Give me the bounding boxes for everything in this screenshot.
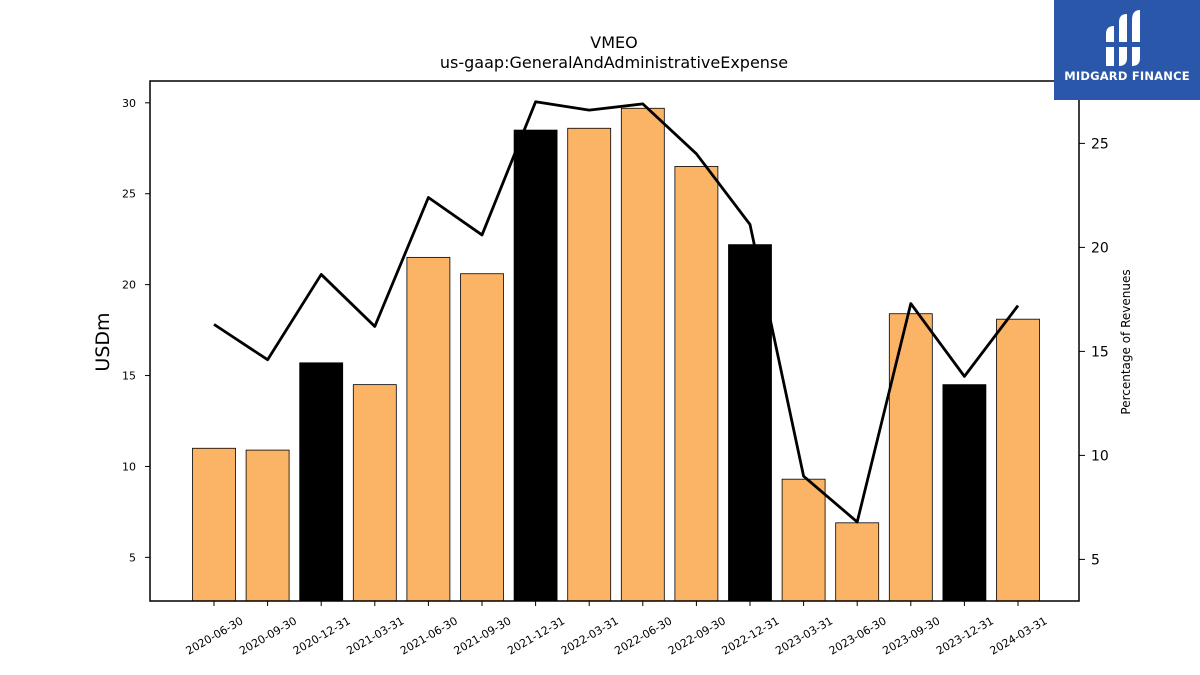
bar xyxy=(192,447,236,602)
bar xyxy=(674,166,719,602)
brand-name: MIDGARD FINANCE xyxy=(1064,69,1190,83)
x-tick-label: 2023-09-30 xyxy=(880,614,942,657)
chart-subtitle: us-gaap:GeneralAndAdministrativeExpense xyxy=(440,53,788,72)
x-tick-label: 2022-12-31 xyxy=(720,614,782,657)
brand-logo: MIDGARD FINANCE xyxy=(1054,0,1200,100)
bar xyxy=(728,244,772,602)
bar xyxy=(942,384,987,602)
y2-axis-label: Percentage of Revenues xyxy=(1119,269,1133,414)
bar xyxy=(352,384,397,602)
y-tick-label: 20 xyxy=(122,279,136,292)
x-tick-label: 2023-12-31 xyxy=(934,614,996,657)
bar xyxy=(620,107,665,602)
y-tick-label: 25 xyxy=(122,188,136,201)
x-tick-label: 2021-06-30 xyxy=(398,614,460,657)
y-tick-label: 10 xyxy=(122,460,136,473)
bar xyxy=(781,478,826,602)
bar xyxy=(888,313,933,602)
x-tick-label: 2023-06-30 xyxy=(827,614,889,657)
bar xyxy=(996,318,1040,602)
x-tick-label: 2021-12-31 xyxy=(505,614,567,657)
plot-frame xyxy=(149,80,1080,602)
x-tick-label: 2024-03-31 xyxy=(988,614,1050,657)
y2-tick-label: 20 xyxy=(1091,240,1109,256)
x-tick-label: 2022-03-31 xyxy=(559,614,621,657)
bar xyxy=(835,522,880,602)
x-tick-label: 2020-06-30 xyxy=(184,614,246,657)
y-axis-label: USDm xyxy=(92,312,114,371)
x-tick-label: 2021-03-31 xyxy=(344,614,406,657)
chart-title: VMEO xyxy=(590,33,637,52)
bar xyxy=(299,362,344,602)
y-tick-label: 15 xyxy=(122,370,136,383)
midgard-logo-icon xyxy=(1106,10,1140,66)
x-tick-label: 2020-09-30 xyxy=(237,614,299,657)
x-tick-label: 2023-03-31 xyxy=(773,614,835,657)
series-line xyxy=(213,100,1020,524)
x-tick-label: 2021-09-30 xyxy=(452,614,514,657)
bar xyxy=(567,127,612,602)
bar xyxy=(460,273,504,602)
bar xyxy=(513,129,558,602)
y2-tick-label: 15 xyxy=(1091,344,1109,360)
y2-tick-label: 5 xyxy=(1091,552,1100,568)
y2-tick-label: 25 xyxy=(1091,136,1109,152)
x-tick-label: 2022-09-30 xyxy=(666,614,728,657)
y-tick-label: 5 xyxy=(129,551,136,564)
x-tick-label: 2020-12-31 xyxy=(291,614,353,657)
y2-tick-label: 10 xyxy=(1091,448,1109,464)
x-tick-label: 2022-06-30 xyxy=(612,614,674,657)
bar xyxy=(245,449,290,602)
bar xyxy=(406,256,451,602)
y-tick-label: 30 xyxy=(122,97,136,110)
